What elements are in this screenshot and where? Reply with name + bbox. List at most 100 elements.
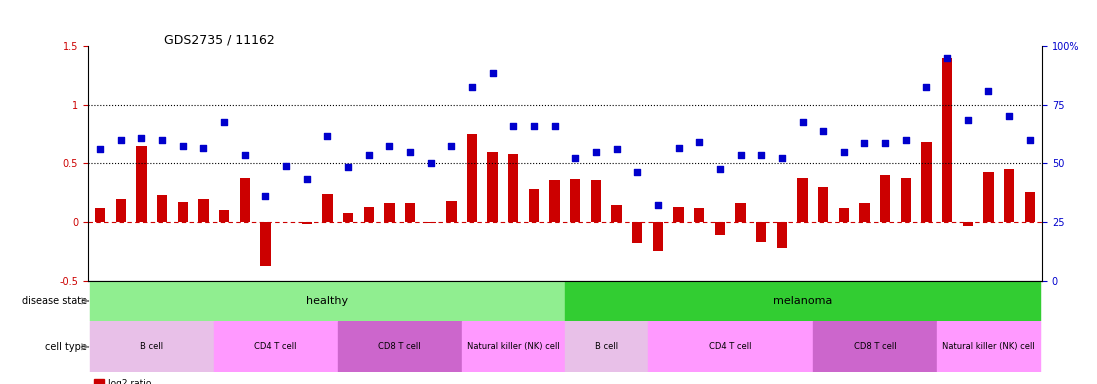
Bar — [756, 222, 767, 242]
Point — [339, 164, 357, 170]
Point — [732, 152, 749, 158]
Bar — [839, 208, 849, 222]
Bar — [157, 195, 168, 222]
Text: CD4 T cell: CD4 T cell — [709, 342, 751, 351]
Bar — [813, 321, 937, 372]
Bar — [921, 142, 931, 222]
Bar — [302, 222, 312, 225]
Bar — [239, 177, 250, 222]
Bar — [260, 222, 271, 266]
Bar — [565, 321, 647, 372]
Text: GDS2735 / 11162: GDS2735 / 11162 — [165, 33, 275, 46]
Bar — [937, 321, 1040, 372]
Point — [938, 55, 955, 61]
Point — [133, 134, 150, 141]
Text: B cell: B cell — [140, 342, 163, 351]
Text: log2 ratio: log2 ratio — [109, 379, 151, 384]
Point — [877, 141, 894, 147]
Point — [257, 193, 274, 199]
Point — [608, 146, 625, 152]
Bar — [199, 199, 208, 222]
Point — [587, 149, 604, 155]
Text: healthy: healthy — [306, 296, 349, 306]
Point — [629, 169, 646, 175]
Point — [318, 133, 336, 139]
Point — [91, 146, 109, 152]
Point — [525, 123, 543, 129]
Bar — [462, 321, 565, 372]
Point — [980, 88, 997, 94]
Point — [154, 137, 171, 143]
Bar — [343, 213, 353, 222]
Bar — [136, 146, 147, 222]
Bar — [508, 154, 519, 222]
Point — [442, 143, 460, 149]
Point — [278, 163, 295, 169]
Bar — [550, 180, 559, 222]
Bar — [647, 321, 813, 372]
Point — [814, 127, 832, 134]
Bar — [214, 321, 338, 372]
Bar — [798, 177, 807, 222]
Bar — [219, 210, 229, 222]
Point — [959, 117, 976, 123]
Bar — [859, 204, 870, 222]
Bar — [178, 202, 188, 222]
Point — [484, 70, 501, 76]
Point — [794, 119, 812, 126]
Bar — [715, 222, 725, 235]
Point — [360, 152, 377, 158]
Point — [773, 154, 791, 161]
Bar — [570, 179, 580, 222]
Bar — [323, 194, 332, 222]
Point — [298, 175, 316, 182]
Point — [856, 141, 873, 147]
Bar — [467, 134, 477, 222]
Bar — [653, 222, 663, 252]
Bar — [115, 199, 126, 222]
Bar — [962, 222, 973, 226]
Bar — [901, 177, 911, 222]
Point — [835, 149, 852, 155]
Bar — [632, 222, 643, 243]
Bar — [777, 222, 787, 248]
Point — [381, 143, 398, 149]
Point — [711, 166, 728, 172]
Bar — [95, 208, 105, 222]
Text: melanoma: melanoma — [772, 296, 833, 306]
Bar — [818, 187, 828, 222]
Bar — [611, 205, 622, 222]
Point — [546, 123, 564, 129]
Text: Natural killer (NK) cell: Natural killer (NK) cell — [467, 342, 559, 351]
Bar — [983, 172, 994, 222]
Bar — [942, 58, 952, 222]
Bar — [674, 207, 683, 222]
Bar — [446, 201, 456, 222]
Point — [649, 202, 667, 208]
Bar — [90, 321, 214, 372]
Point — [402, 149, 419, 155]
Point — [194, 145, 212, 151]
Point — [422, 161, 440, 167]
Bar — [90, 281, 565, 321]
Point — [112, 137, 129, 143]
Text: CD8 T cell: CD8 T cell — [378, 342, 421, 351]
Bar — [384, 204, 395, 222]
Point — [174, 143, 192, 149]
Text: B cell: B cell — [595, 342, 618, 351]
Bar — [735, 204, 746, 222]
Bar — [694, 208, 704, 222]
Bar — [405, 204, 415, 222]
Point — [566, 154, 584, 161]
Text: CD4 T cell: CD4 T cell — [255, 342, 297, 351]
Point — [1021, 137, 1039, 143]
Point — [215, 119, 233, 126]
Point — [236, 152, 253, 158]
Text: cell type: cell type — [45, 342, 88, 352]
Point — [670, 145, 688, 151]
Text: Natural killer (NK) cell: Natural killer (NK) cell — [942, 342, 1034, 351]
Point — [505, 123, 522, 129]
Bar — [363, 207, 374, 222]
Point — [690, 139, 708, 146]
Point — [918, 84, 936, 90]
